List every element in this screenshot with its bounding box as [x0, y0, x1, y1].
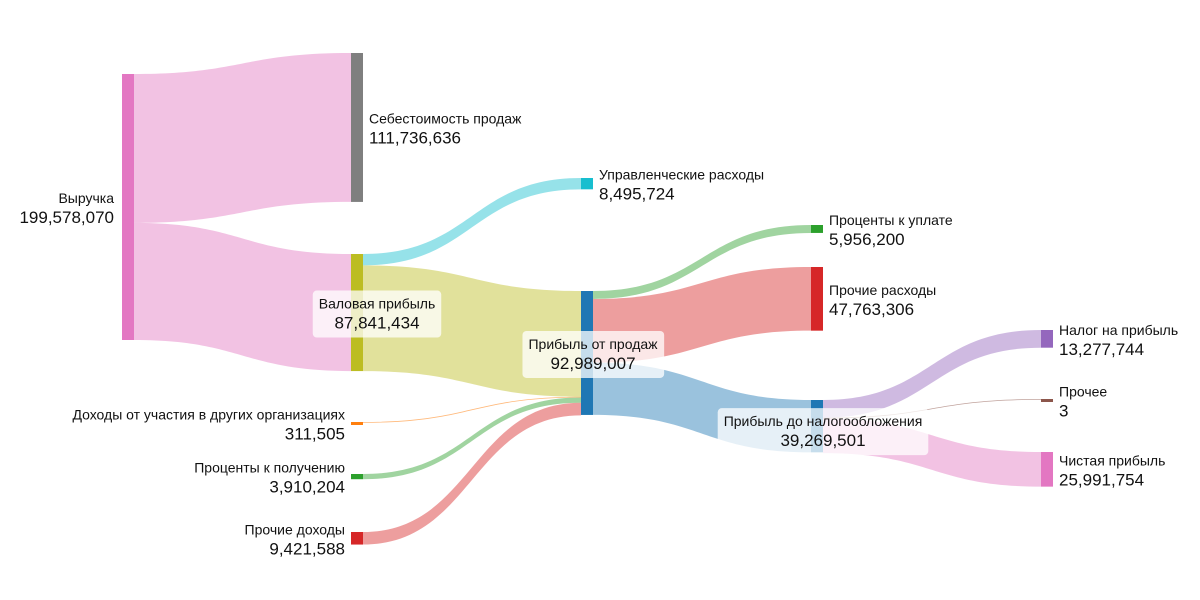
node-label-ebt: Прибыль до налогообложения 39,269,501 [717, 408, 929, 456]
link-int_income-to-sales_profit [363, 397, 581, 480]
link-sales_profit-to-int_paid [593, 225, 811, 299]
node-label-admin: Управленческие расходы 8,495,724 [599, 167, 764, 204]
node-other_exp [811, 267, 823, 331]
node-value: 13,277,744 [1059, 340, 1144, 359]
node-name: Себестоимость продаж [369, 110, 522, 126]
node-label-net: Чистая прибыль 25,991,754 [1059, 452, 1165, 489]
link-other_income-to-sales_profit [363, 402, 581, 545]
node-int_income [351, 474, 363, 480]
node-label-int_income: Проценты к получению 3,910,204 [194, 460, 345, 497]
node-label-other_income: Прочие доходы 9,421,588 [245, 521, 345, 558]
node-admin [581, 178, 593, 190]
node-name: Доходы от участия в других организациях [72, 407, 345, 423]
node-name: Прибыль от продаж [528, 336, 658, 352]
node-value: 199,578,070 [19, 208, 114, 227]
node-label-participation: Доходы от участия в других организациях 3… [72, 407, 345, 444]
link-revenue-to-cogs [134, 53, 351, 223]
node-net [1041, 452, 1053, 487]
node-int_paid [811, 225, 823, 233]
node-label-gross: Валовая прибыль 87,841,434 [312, 290, 442, 338]
node-name: Прибыль до налогообложения [724, 413, 923, 429]
node-name: Налог на прибыль [1059, 322, 1178, 338]
node-label-tax: Налог на прибыль 13,277,744 [1059, 322, 1178, 359]
node-label-other_exp: Прочие расходы 47,763,306 [829, 282, 936, 319]
node-other [1041, 399, 1053, 402]
node-label-background [717, 408, 929, 456]
node-name: Чистая прибыль [1059, 452, 1165, 468]
node-value: 311,505 [285, 425, 345, 444]
node-value: 39,269,501 [780, 431, 865, 450]
node-label-sales_profit: Прибыль от продаж 92,989,007 [522, 330, 665, 378]
node-name: Прочие расходы [829, 282, 936, 298]
node-value: 92,989,007 [550, 354, 635, 373]
node-value: 9,421,588 [269, 539, 345, 558]
link-ebt-to-tax [823, 330, 1041, 418]
node-label-other: Прочее 3 [1059, 384, 1107, 421]
node-cogs [351, 53, 363, 202]
node-value: 25,991,754 [1059, 470, 1144, 489]
node-name: Управленческие расходы [599, 167, 764, 183]
node-label-background [522, 330, 665, 378]
node-label-cogs: Себестоимость продаж 111,736,636 [369, 110, 522, 147]
node-value: 8,495,724 [599, 185, 675, 204]
node-name: Выручка [58, 190, 114, 206]
link-revenue-to-gross [134, 222, 351, 372]
node-value: 111,736,636 [369, 128, 461, 147]
link-ebt-to-other [823, 399, 1041, 419]
node-revenue [122, 74, 134, 340]
node-label-revenue: Выручка 199,578,070 [19, 190, 114, 227]
labels-layer: Выручка 199,578,070 Себестоимость продаж 11… [19, 110, 1178, 558]
node-other_income [351, 532, 363, 545]
node-value: 3 [1059, 402, 1068, 421]
node-tax [1041, 330, 1053, 348]
node-value: 47,763,306 [829, 300, 914, 319]
node-name: Прочие доходы [245, 521, 345, 537]
node-name: Прочее [1059, 384, 1107, 400]
node-label-int_paid: Проценты к уплате 5,956,200 [829, 212, 953, 249]
link-gross-to-admin [363, 178, 581, 266]
link-participation-to-sales_profit [363, 396, 581, 423]
node-name: Валовая прибыль [319, 296, 436, 312]
node-value: 87,841,434 [334, 314, 419, 333]
node-name: Проценты к получению [194, 460, 345, 476]
node-name: Проценты к уплате [829, 212, 953, 228]
node-label-background [312, 290, 442, 338]
node-participation [351, 422, 363, 425]
node-value: 5,956,200 [829, 230, 905, 249]
node-value: 3,910,204 [269, 478, 345, 497]
